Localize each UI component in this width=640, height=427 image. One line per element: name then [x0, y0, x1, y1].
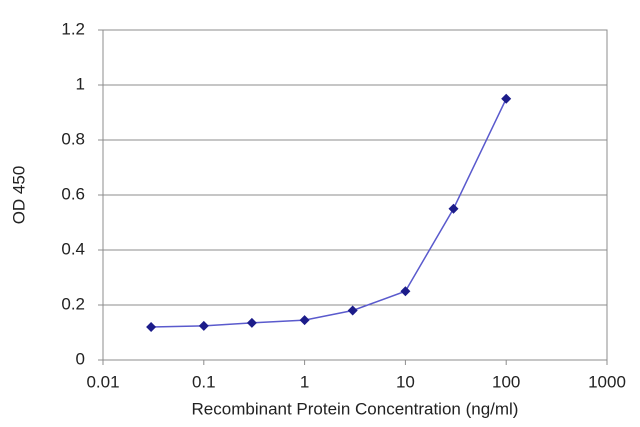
x-tick-label: 100: [492, 372, 520, 391]
data-point: [501, 93, 512, 104]
x-tick-label: 0.01: [86, 372, 119, 391]
y-tick-label: 1: [76, 74, 85, 93]
data-point: [448, 203, 459, 214]
data-point: [347, 305, 358, 316]
y-tick-label: 0.2: [61, 294, 85, 313]
data-point: [146, 322, 157, 332]
data-line: [151, 98, 507, 328]
x-tick-label: 1: [300, 372, 309, 391]
x-tick-label: 1000: [588, 372, 626, 391]
y-tick-label: 0.6: [61, 184, 85, 203]
data-point: [246, 317, 257, 328]
data-point: [400, 286, 411, 297]
y-axis-label: OD 450: [9, 166, 28, 225]
x-tick-label: 0.1: [192, 372, 216, 391]
y-tick-label: 1.2: [61, 19, 85, 38]
y-tick-label: 0: [76, 349, 85, 368]
x-tick-label: 10: [396, 372, 415, 391]
y-tick-label: 0.4: [61, 239, 85, 258]
data-point: [198, 320, 209, 331]
y-tick-label: 0.8: [61, 129, 85, 148]
x-axis-label: Recombinant Protein Concentration (ng/ml…: [192, 399, 519, 418]
data-point: [299, 315, 310, 326]
